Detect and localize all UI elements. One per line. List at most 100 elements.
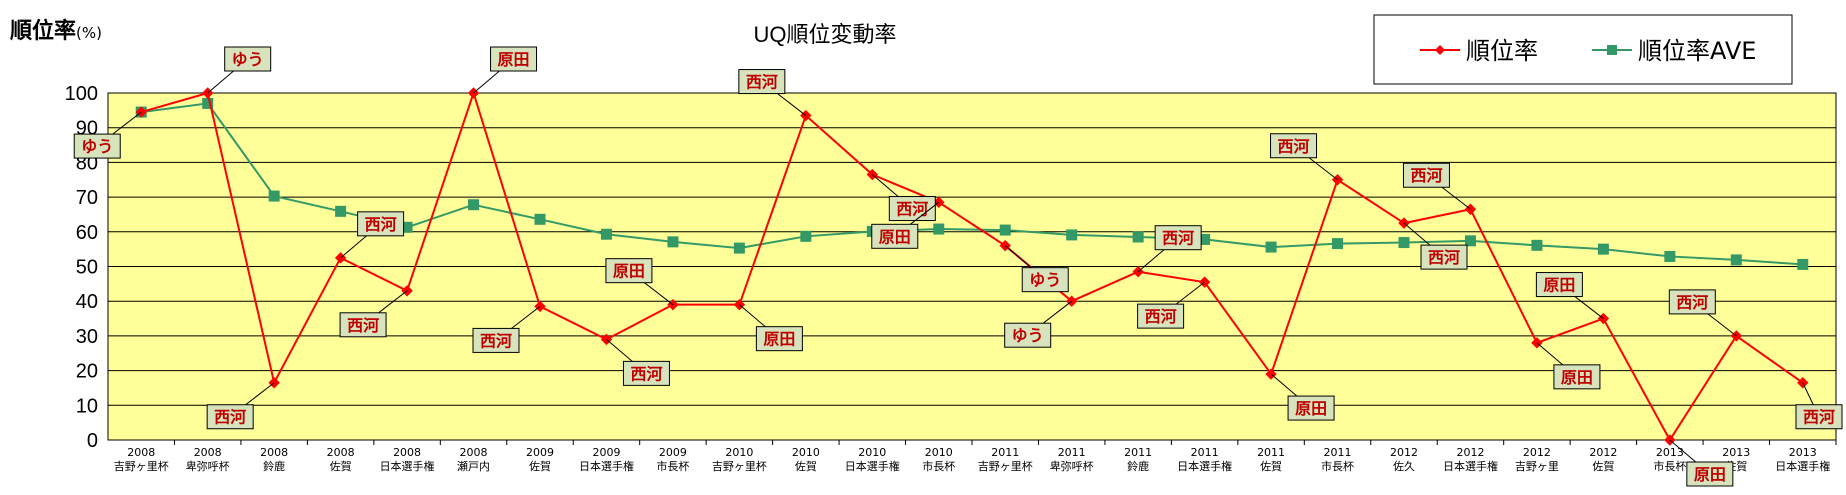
y-tick-label: 20: [76, 361, 98, 383]
y-axis-label-unit: (%): [76, 24, 102, 42]
data-point-ave: [1597, 243, 1609, 255]
callout-box: [1686, 461, 1734, 487]
callout-box: [472, 327, 520, 353]
x-tick-label-year: 2009: [659, 446, 687, 459]
callout-label: 西河: [1410, 166, 1442, 185]
x-tick-label-event: 佐賀: [330, 459, 352, 473]
x-tick-label-event: 佐賀: [529, 459, 551, 473]
y-tick-label: 70: [76, 187, 98, 209]
data-point-ave: [1132, 231, 1144, 243]
data-point-ave: [1265, 241, 1277, 253]
callout-box: [224, 46, 272, 72]
data-point-ave: [1398, 237, 1410, 249]
callout-box: [605, 258, 653, 284]
callout-box: [1668, 289, 1716, 315]
x-tick-label-year: 2012: [1390, 446, 1418, 459]
callout-label: 西河: [1803, 408, 1835, 427]
data-point-ave: [1664, 250, 1676, 262]
callout-label: 原田: [1561, 368, 1593, 387]
legend-label: 順位率AVE: [1638, 37, 1756, 65]
callout-box: [1535, 272, 1583, 298]
x-tick-label-event: 日本選手権: [1775, 459, 1830, 473]
callout-box: [357, 211, 405, 237]
data-point-ave: [468, 199, 480, 211]
callout-box: [1154, 225, 1202, 251]
callout-box: [1287, 395, 1335, 421]
callout-box: [1137, 303, 1185, 329]
callout-box: [888, 196, 936, 222]
data-point-ave: [1531, 239, 1543, 251]
x-tick-label-event: 佐賀: [1592, 459, 1614, 473]
callout-label: ゆう: [232, 50, 264, 69]
callout-label: 原田: [613, 262, 645, 281]
data-point-ave: [1332, 238, 1344, 250]
x-tick-label-year: 2011: [1124, 446, 1152, 459]
x-tick-label-year: 2012: [1589, 446, 1617, 459]
x-tick-label-year: 2008: [327, 446, 355, 459]
legend-label: 順位率: [1466, 37, 1538, 65]
y-tick-label: 10: [76, 395, 98, 417]
callout-box: [622, 360, 670, 386]
callout-label: ゆう: [1012, 326, 1044, 345]
callout-label: 西河: [480, 331, 512, 350]
callout-label: 西河: [1676, 293, 1708, 312]
y-tick-label: 30: [76, 326, 98, 348]
callout-label: 西河: [1278, 137, 1310, 156]
x-tick-label-event: 吉野ヶ里: [1515, 460, 1559, 473]
callout-label: 西河: [1145, 307, 1177, 326]
callout-box: [1420, 244, 1468, 270]
callout-label: 西河: [1162, 229, 1194, 248]
x-tick-label-event: 鈴鹿: [263, 459, 285, 473]
x-tick-label-event: 佐賀: [795, 459, 817, 473]
y-tick-label: 0: [87, 430, 98, 452]
callout-box: [490, 46, 538, 72]
data-point-ave: [534, 213, 546, 225]
x-tick-label-event: 市長杯: [656, 459, 689, 473]
data-point-ave: [933, 223, 945, 235]
x-tick-label-year: 2008: [460, 446, 488, 459]
x-tick-label-event: 市長杯: [1653, 459, 1686, 473]
y-axis-label: 順位率(%): [10, 18, 102, 44]
x-tick-label-year: 2008: [194, 446, 222, 459]
y-tick-label: 40: [76, 291, 98, 313]
callout-label: ゆう: [1029, 271, 1061, 290]
callout-label: 原田: [498, 50, 530, 69]
x-tick-label-event: 市長杯: [922, 459, 955, 473]
x-tick-label-year: 2011: [1257, 446, 1285, 459]
x-tick-label-event: 日本選手権: [380, 459, 435, 473]
x-tick-label-year: 2010: [858, 446, 886, 459]
x-tick-label-event: 日本選手権: [579, 459, 634, 473]
x-tick-label-event: 吉野ヶ里杯: [712, 459, 767, 473]
chart-title: UQ順位変動率: [753, 22, 896, 47]
legend-marker: [1607, 45, 1617, 55]
callout-label: 西河: [896, 200, 928, 219]
callout-box: [339, 312, 387, 338]
x-tick-label-event: 卑弥呼杯: [186, 459, 230, 473]
x-tick-label-event: 卑弥呼杯: [1050, 459, 1094, 473]
x-tick-label-event: 市長杯: [1321, 459, 1354, 473]
callout-box: [738, 69, 786, 95]
x-tick-label-year: 2009: [526, 446, 554, 459]
y-axis-label-text: 順位率: [10, 18, 76, 44]
x-tick-label-year: 2008: [260, 446, 288, 459]
callout-box: [755, 326, 803, 352]
callout-box: [1402, 162, 1450, 188]
callout-label: ゆう: [81, 137, 113, 156]
x-tick-label-event: 佐賀: [1260, 459, 1282, 473]
callout-label: 西河: [365, 215, 397, 234]
y-tick-label: 50: [76, 257, 98, 279]
x-tick-label-event: 佐久: [1393, 459, 1415, 473]
x-tick-label-event: 瀬戸内: [457, 459, 490, 473]
x-tick-label-year: 2010: [792, 446, 820, 459]
series-line-ave: [141, 102, 1803, 266]
callout-label: 原田: [1694, 465, 1726, 484]
data-point-ave: [1797, 258, 1809, 270]
x-tick-label-year: 2009: [592, 446, 620, 459]
x-tick-label-event: 日本選手権: [1177, 459, 1232, 473]
callout-label: 西河: [630, 364, 662, 383]
callout-label: 西河: [746, 73, 778, 92]
data-point-ave: [1730, 254, 1742, 266]
x-tick-label-event: 吉野ヶ里杯: [978, 459, 1033, 473]
callout-label: 西河: [1428, 248, 1460, 267]
series-line-rate: [140, 89, 1804, 442]
